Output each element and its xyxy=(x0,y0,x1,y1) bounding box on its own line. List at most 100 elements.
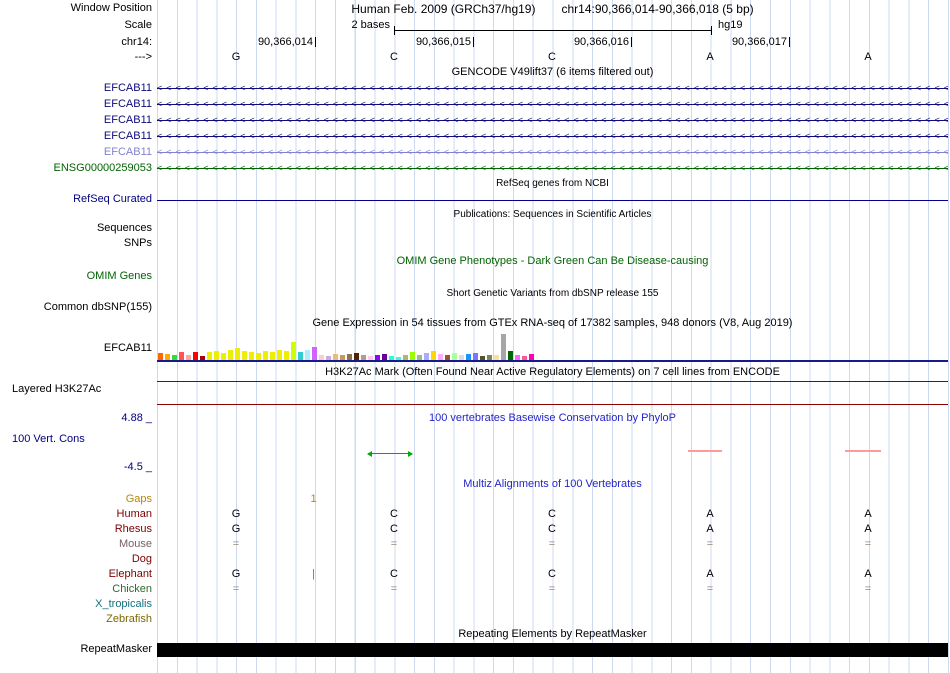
gtex-tissue-bar[interactable] xyxy=(172,355,177,360)
omim-genes-label[interactable]: OMIM Genes xyxy=(86,270,152,282)
gencode-item-label[interactable]: EFCAB11 xyxy=(103,82,152,94)
gtex-tissue-bar[interactable] xyxy=(389,356,394,360)
gencode-track-title: GENCODE V49lift37 (6 items filtered out) xyxy=(451,66,654,78)
gtex-tissue-bar[interactable] xyxy=(403,355,408,360)
h3k27ac-signal-line-top[interactable] xyxy=(157,381,948,382)
gtex-tissue-bar[interactable] xyxy=(473,353,478,360)
gtex-gene-label[interactable]: EFCAB11 xyxy=(103,342,152,354)
gtex-tissue-bar[interactable] xyxy=(480,356,485,360)
scale-label: Scale xyxy=(124,19,152,31)
gtex-tissue-bar[interactable] xyxy=(165,354,170,360)
multiz-alignment-base: A xyxy=(706,523,714,535)
gencode-item-label[interactable]: EFCAB11 xyxy=(103,114,152,126)
gtex-tissue-bar[interactable] xyxy=(382,354,387,360)
gencode-item-label[interactable]: EFCAB11 xyxy=(103,146,152,158)
gtex-tissue-bar[interactable] xyxy=(333,354,338,360)
gtex-tissue-bar[interactable] xyxy=(221,353,226,360)
multiz-alignment-base: G xyxy=(231,523,241,535)
multiz-species-label[interactable]: Chicken xyxy=(112,583,152,595)
gtex-tissue-bar[interactable] xyxy=(529,354,534,360)
gtex-tissue-bar[interactable] xyxy=(494,355,499,360)
repeatmasker-element-bar[interactable] xyxy=(157,643,948,657)
gtex-tissue-bar[interactable] xyxy=(228,350,233,360)
multiz-species-label[interactable]: Elephant xyxy=(108,568,152,580)
snps-track-label[interactable]: SNPs xyxy=(123,237,152,249)
multiz-insert-marker: 1 xyxy=(310,493,317,505)
gtex-tissue-bar[interactable] xyxy=(424,353,429,360)
publications-track-title: Publications: Sequences in Scientific Ar… xyxy=(453,209,652,220)
gtex-tissue-bar[interactable] xyxy=(193,352,198,360)
repeatmasker-track-label[interactable]: RepeatMasker xyxy=(80,643,152,655)
ruler-coordinate-label: 90,366,014 xyxy=(257,36,313,48)
gtex-tissue-bar[interactable] xyxy=(284,351,289,360)
gencode-transcript-arrows[interactable]: <<<<<<<<<<<<<<<<<<<<<<<<<<<<<<<<<<<<<<<<… xyxy=(157,115,948,125)
gtex-tissue-bar[interactable] xyxy=(326,356,331,360)
gtex-tissue-bar[interactable] xyxy=(270,352,275,360)
gtex-tissue-bar[interactable] xyxy=(340,355,345,360)
gtex-tissue-bar[interactable] xyxy=(410,352,415,360)
gtex-tissue-bar[interactable] xyxy=(249,352,254,360)
gencode-transcript-arrows[interactable]: <<<<<<<<<<<<<<<<<<<<<<<<<<<<<<<<<<<<<<<<… xyxy=(157,147,948,157)
gtex-tissue-bar[interactable] xyxy=(445,355,450,360)
gtex-tissue-bar[interactable] xyxy=(354,353,359,360)
gencode-transcript-line xyxy=(157,152,948,153)
phylop-track-label[interactable]: 100 Vert. Cons xyxy=(12,433,85,445)
gtex-tissue-bar[interactable] xyxy=(319,355,324,360)
gtex-tissue-bar[interactable] xyxy=(361,355,366,360)
refseq-track-line[interactable] xyxy=(157,200,948,201)
gtex-tissue-bar[interactable] xyxy=(298,352,303,360)
gtex-tissue-bar[interactable] xyxy=(291,342,296,360)
sequences-track-label[interactable]: Sequences xyxy=(96,222,152,234)
multiz-species-label[interactable]: Gaps xyxy=(125,493,152,505)
gencode-item-label[interactable]: ENSG00000259053 xyxy=(53,162,152,174)
gtex-tissue-bar[interactable] xyxy=(263,351,268,360)
multiz-species-label[interactable]: Human xyxy=(116,508,152,520)
gtex-tissue-bar[interactable] xyxy=(487,355,492,360)
h3k27ac-signal-line-bottom[interactable] xyxy=(157,404,948,405)
common-dbsnp-label[interactable]: Common dbSNP(155) xyxy=(43,301,152,313)
gtex-tissue-bar[interactable] xyxy=(235,348,240,360)
multiz-alignment-base: C xyxy=(390,523,398,535)
gtex-tissue-bar[interactable] xyxy=(277,350,282,360)
gtex-tissue-bar[interactable] xyxy=(158,353,163,360)
multiz-alignment-base: A xyxy=(864,508,872,520)
gtex-tissue-bar[interactable] xyxy=(207,352,212,360)
gtex-tissue-bar[interactable] xyxy=(501,334,506,360)
gtex-tissue-bar[interactable] xyxy=(508,351,513,360)
gtex-tissue-bar[interactable] xyxy=(438,354,443,360)
multiz-species-label[interactable]: Mouse xyxy=(118,538,152,550)
gtex-tissue-bar[interactable] xyxy=(375,355,380,360)
gtex-tissue-bar[interactable] xyxy=(515,355,520,360)
multiz-species-label[interactable]: Rhesus xyxy=(114,523,152,535)
gencode-item-label[interactable]: EFCAB11 xyxy=(103,98,152,110)
gtex-tissue-bar[interactable] xyxy=(396,357,401,360)
multiz-species-label[interactable]: Zebrafish xyxy=(106,613,152,625)
gencode-transcript-arrows[interactable]: <<<<<<<<<<<<<<<<<<<<<<<<<<<<<<<<<<<<<<<<… xyxy=(157,131,948,141)
gtex-tissue-bar[interactable] xyxy=(200,356,205,360)
gtex-tissue-bar[interactable] xyxy=(179,352,184,360)
gtex-tissue-bar[interactable] xyxy=(256,353,261,360)
gtex-tissue-bar[interactable] xyxy=(214,351,219,360)
gtex-tissue-bar[interactable] xyxy=(242,351,247,360)
gtex-tissue-bar[interactable] xyxy=(305,350,310,360)
gtex-tissue-bar[interactable] xyxy=(431,351,436,360)
gtex-tissue-bar[interactable] xyxy=(312,347,317,360)
h3k27ac-track-label[interactable]: Layered H3K27Ac xyxy=(12,383,102,395)
gtex-tissue-bar[interactable] xyxy=(186,355,191,360)
gencode-transcript-arrows[interactable]: <<<<<<<<<<<<<<<<<<<<<<<<<<<<<<<<<<<<<<<<… xyxy=(157,99,948,109)
gtex-tissue-bar[interactable] xyxy=(522,356,527,360)
gtex-tissue-bar[interactable] xyxy=(452,353,457,360)
refseq-curated-label[interactable]: RefSeq Curated xyxy=(73,193,152,205)
gtex-tissue-bar[interactable] xyxy=(459,355,464,360)
gtex-tissue-bar[interactable] xyxy=(466,354,471,360)
gtex-tissue-bar[interactable] xyxy=(417,355,422,360)
gtex-tissue-bar[interactable] xyxy=(347,354,352,360)
gencode-transcript-arrows[interactable]: <<<<<<<<<<<<<<<<<<<<<<<<<<<<<<<<<<<<<<<<… xyxy=(157,163,948,173)
multiz-alignment-base: = xyxy=(232,538,240,550)
reference-base: G xyxy=(231,51,241,63)
multiz-species-label[interactable]: Dog xyxy=(131,553,152,565)
gtex-tissue-bar[interactable] xyxy=(368,356,373,360)
multiz-species-label[interactable]: X_tropicalis xyxy=(95,598,152,610)
gencode-transcript-arrows[interactable]: <<<<<<<<<<<<<<<<<<<<<<<<<<<<<<<<<<<<<<<<… xyxy=(157,83,948,93)
gencode-item-label[interactable]: EFCAB11 xyxy=(103,130,152,142)
